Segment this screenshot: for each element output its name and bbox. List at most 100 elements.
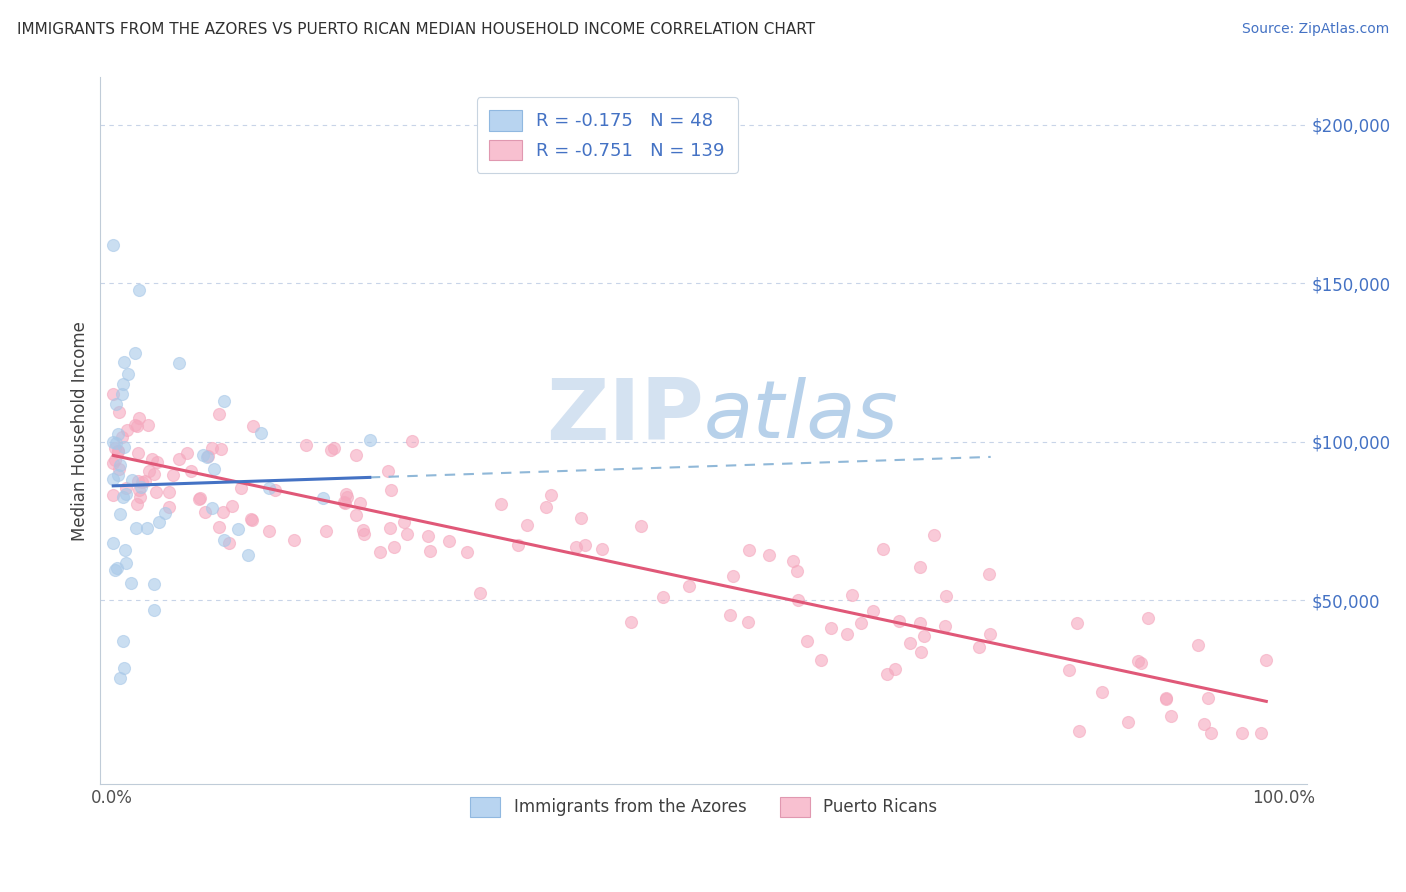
Point — [720, 607, 742, 622]
Point — [103, 563, 125, 577]
Point — [335, 496, 357, 510]
Point — [574, 538, 596, 552]
Point — [103, 387, 125, 401]
Point — [153, 506, 176, 520]
Point — [1160, 708, 1182, 723]
Point — [103, 535, 125, 549]
Point — [914, 629, 936, 643]
Point — [226, 522, 249, 536]
Point — [197, 449, 219, 463]
Point — [910, 645, 932, 659]
Point — [491, 497, 513, 511]
Point — [352, 524, 374, 538]
Point — [145, 455, 167, 469]
Point — [1199, 726, 1222, 740]
Point — [312, 491, 335, 505]
Point — [115, 481, 138, 495]
Point — [108, 458, 131, 473]
Point — [117, 423, 139, 437]
Point — [138, 464, 160, 478]
Point — [678, 579, 700, 593]
Point — [849, 616, 872, 631]
Point — [201, 442, 224, 456]
Point — [257, 482, 280, 496]
Point — [1192, 717, 1215, 731]
Point — [208, 520, 231, 534]
Point — [127, 498, 149, 512]
Point — [979, 566, 1001, 581]
Point — [1154, 691, 1177, 706]
Point — [124, 417, 146, 432]
Point — [143, 577, 166, 591]
Point — [236, 549, 259, 563]
Point — [131, 475, 153, 489]
Point — [841, 588, 863, 602]
Text: IMMIGRANTS FROM THE AZORES VS PUERTO RICAN MEDIAN HOUSEHOLD INCOME CORRELATION C: IMMIGRANTS FROM THE AZORES VS PUERTO RIC… — [17, 22, 815, 37]
Point — [979, 627, 1001, 641]
Point — [569, 510, 592, 524]
Point — [110, 671, 132, 685]
Point — [835, 627, 858, 641]
Point — [516, 518, 538, 533]
Point — [876, 667, 898, 681]
Point — [591, 542, 613, 557]
Point — [121, 576, 143, 591]
Point — [380, 521, 402, 535]
Point — [143, 603, 166, 617]
Point — [872, 541, 894, 556]
Point — [162, 468, 184, 483]
Point — [349, 496, 371, 510]
Point — [103, 473, 125, 487]
Point — [136, 521, 159, 535]
Point — [1256, 653, 1278, 667]
Point — [202, 461, 225, 475]
Point — [1154, 692, 1177, 706]
Point — [114, 557, 136, 571]
Point — [157, 485, 180, 500]
Point — [103, 238, 125, 252]
Point — [117, 368, 139, 382]
Point — [1136, 610, 1159, 624]
Point — [121, 473, 143, 487]
Point — [257, 524, 280, 538]
Point — [377, 464, 399, 478]
Point — [240, 513, 263, 527]
Point — [209, 442, 232, 457]
Point — [721, 569, 744, 583]
Point — [1091, 685, 1114, 699]
Point — [242, 418, 264, 433]
Point — [565, 540, 588, 554]
Point — [540, 488, 562, 502]
Point — [218, 535, 240, 549]
Point — [167, 356, 190, 370]
Point — [114, 543, 136, 558]
Point — [104, 453, 127, 467]
Point — [159, 500, 181, 515]
Point — [201, 501, 224, 516]
Point — [264, 483, 287, 497]
Point — [107, 444, 129, 458]
Point — [229, 481, 252, 495]
Point — [128, 410, 150, 425]
Point — [910, 560, 932, 574]
Point — [1057, 663, 1080, 677]
Point — [180, 464, 202, 478]
Point — [128, 283, 150, 297]
Point — [115, 487, 138, 501]
Point — [197, 450, 219, 465]
Point — [214, 533, 236, 547]
Point — [898, 636, 921, 650]
Point — [145, 485, 167, 500]
Point — [1118, 714, 1140, 729]
Point — [908, 615, 931, 630]
Point — [188, 491, 211, 505]
Point — [810, 653, 832, 667]
Point — [437, 534, 460, 549]
Point — [786, 564, 808, 578]
Point — [1069, 724, 1091, 739]
Point — [125, 520, 148, 534]
Point — [124, 346, 146, 360]
Point — [111, 430, 134, 444]
Point — [758, 548, 780, 562]
Text: ZIP: ZIP — [546, 375, 703, 458]
